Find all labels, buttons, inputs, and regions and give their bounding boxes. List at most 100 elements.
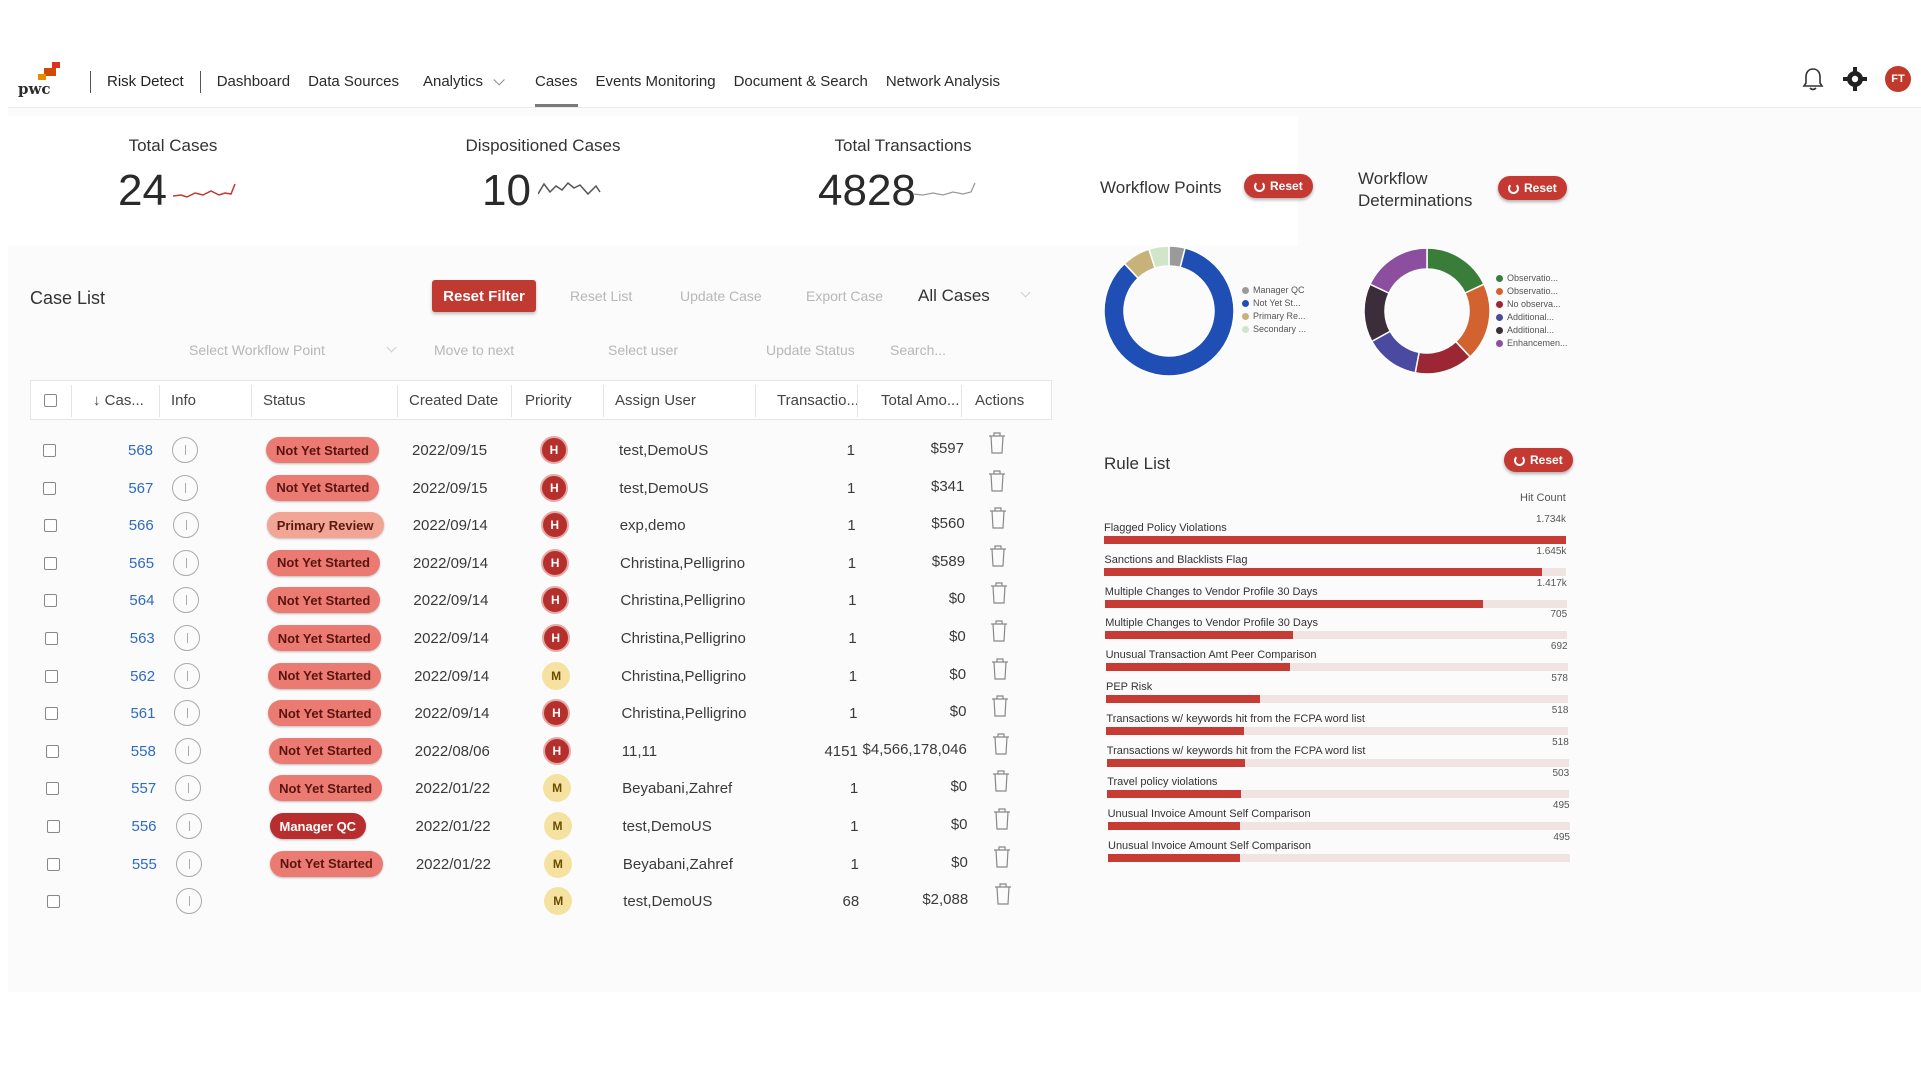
legend-item[interactable]: Primary Re... xyxy=(1242,310,1306,323)
rule-row[interactable]: Flagged Policy Violations 1.734k xyxy=(1104,514,1574,556)
table-row[interactable]: 557 Not Yet Started 2022/01/22 M Beyabani,Za… xyxy=(30,770,1300,822)
trash-icon[interactable] xyxy=(992,733,1010,755)
rule-bar[interactable] xyxy=(1106,758,1245,767)
case-id-link[interactable]: 556 xyxy=(131,818,157,835)
rule-bar[interactable] xyxy=(1107,790,1242,799)
case-id-link[interactable]: 562 xyxy=(130,667,156,685)
workflow-point-select[interactable]: Select Workflow Point xyxy=(189,342,325,358)
info-icon[interactable] xyxy=(174,662,201,689)
legend-item[interactable]: Observatio... xyxy=(1496,272,1568,285)
column-assign-user[interactable]: Assign User xyxy=(615,392,696,409)
rule-row[interactable]: PEP Risk 578 xyxy=(1106,673,1576,715)
donut-slice[interactable] xyxy=(1364,283,1392,343)
column-case[interactable]: ↓ Cas... xyxy=(93,392,144,409)
rule-row[interactable]: Transactions w/ keywords hit from the FC… xyxy=(1106,737,1577,779)
row-checkbox[interactable] xyxy=(44,556,58,570)
table-row[interactable]: 564 Not Yet Started 2022/09/14 H Christina,P… xyxy=(30,582,1300,634)
trash-icon[interactable] xyxy=(989,545,1007,567)
trash-icon[interactable] xyxy=(992,770,1010,792)
case-id-link[interactable]: 558 xyxy=(130,742,156,760)
nav-events-monitoring[interactable]: Events Monitoring xyxy=(595,73,716,90)
trash-icon[interactable] xyxy=(990,620,1008,642)
workflow-determinations-donut[interactable] xyxy=(1364,248,1490,374)
info-icon[interactable] xyxy=(172,437,198,463)
nav-analytics[interactable]: Analytics xyxy=(423,56,505,107)
donut-slice[interactable] xyxy=(1147,246,1170,270)
rule-bar[interactable] xyxy=(1105,663,1290,672)
info-icon[interactable] xyxy=(172,512,199,539)
trash-icon[interactable] xyxy=(990,582,1008,604)
row-checkbox[interactable] xyxy=(45,669,59,683)
rule-row[interactable]: Travel policy violations 503 xyxy=(1107,768,1577,810)
info-icon[interactable] xyxy=(176,888,203,915)
trash-icon[interactable] xyxy=(988,432,1006,454)
rule-bar[interactable] xyxy=(1104,599,1483,608)
trash-icon[interactable] xyxy=(989,507,1007,529)
bell-icon[interactable] xyxy=(1801,66,1825,92)
row-checkbox[interactable] xyxy=(46,820,60,833)
rule-bar[interactable] xyxy=(1104,567,1543,576)
reset-filter-button[interactable]: Reset Filter xyxy=(432,280,536,312)
donut-slice[interactable] xyxy=(1368,248,1428,295)
legend-item[interactable]: Manager QC xyxy=(1242,284,1306,297)
table-row[interactable]: 561 Not Yet Started 2022/09/14 H Christina,P… xyxy=(30,695,1300,747)
info-icon[interactable] xyxy=(173,587,200,614)
rule-bar[interactable] xyxy=(1105,631,1294,640)
rule-list-reset-button[interactable]: Reset xyxy=(1504,448,1573,472)
search-input[interactable]: Search... xyxy=(890,342,947,358)
reset-list-button[interactable]: Reset List xyxy=(570,288,633,304)
legend-item[interactable]: Additional... xyxy=(1496,311,1568,324)
rule-bar[interactable] xyxy=(1106,695,1260,703)
case-id-link[interactable]: 561 xyxy=(130,705,156,723)
info-icon[interactable] xyxy=(174,700,201,727)
table-row[interactable]: 555 Not Yet Started 2022/01/22 M Beyabani,Za… xyxy=(30,845,1300,898)
legend-item[interactable]: Not Yet St... xyxy=(1242,297,1306,310)
pwc-logo[interactable]: pwc xyxy=(14,61,74,102)
column-info[interactable]: Info xyxy=(171,392,197,409)
nav-data-sources[interactable]: Data Sources xyxy=(308,73,399,90)
rule-row[interactable]: Unusual Invoice Amount Self Comparison 49… xyxy=(1107,800,1578,842)
select-all-checkbox[interactable] xyxy=(44,394,57,407)
column-created-date[interactable]: Created Date xyxy=(409,392,499,409)
rule-bar[interactable] xyxy=(1107,822,1240,831)
rule-bar[interactable] xyxy=(1108,854,1240,862)
case-id-link[interactable]: 555 xyxy=(131,855,157,873)
info-icon[interactable] xyxy=(173,549,200,576)
row-checkbox[interactable] xyxy=(43,481,57,495)
legend-item[interactable]: Secondary ... xyxy=(1242,323,1306,336)
info-icon[interactable] xyxy=(175,813,202,839)
avatar[interactable]: FT xyxy=(1885,66,1911,92)
row-checkbox[interactable] xyxy=(45,707,59,721)
info-icon[interactable] xyxy=(175,775,202,802)
rule-row[interactable]: Unusual Invoice Amount Self Comparison 49… xyxy=(1108,832,1578,874)
donut-slice[interactable] xyxy=(1104,247,1234,376)
update-status-button[interactable]: Update Status xyxy=(766,342,855,358)
row-checkbox[interactable] xyxy=(44,594,58,608)
case-scope-select[interactable]: All Cases xyxy=(918,286,990,305)
legend-item[interactable]: Enhancemen... xyxy=(1496,337,1568,350)
move-to-next-select[interactable]: Move to next xyxy=(434,342,515,358)
info-icon[interactable] xyxy=(173,625,200,651)
case-id-link[interactable]: 557 xyxy=(131,780,157,798)
case-id-link[interactable]: 565 xyxy=(129,554,155,572)
case-id-link[interactable]: 566 xyxy=(128,517,154,535)
legend-item[interactable]: Observatio... xyxy=(1496,285,1568,298)
column-status[interactable]: Status xyxy=(263,392,306,409)
donut-slice[interactable] xyxy=(1426,248,1486,295)
rule-row[interactable]: Multiple Changes to Vendor Profile 30 Da… xyxy=(1105,609,1575,651)
export-case-button[interactable]: Export Case xyxy=(806,288,884,304)
row-checkbox[interactable] xyxy=(43,444,56,457)
table-row[interactable]: 558 Not Yet Started 2022/08/06 H 11,11 4151 $4… xyxy=(30,733,1300,785)
nav-dashboard[interactable]: Dashboard xyxy=(216,73,291,90)
info-icon[interactable] xyxy=(174,737,201,764)
column-transactions[interactable]: Transactio... xyxy=(777,392,859,409)
workflow-points-donut[interactable] xyxy=(1104,246,1234,376)
select-user-select[interactable]: Select user xyxy=(608,342,679,358)
table-row[interactable]: 563 Not Yet Started 2022/09/14 H Christina,P… xyxy=(30,620,1300,672)
info-icon[interactable] xyxy=(175,850,202,877)
